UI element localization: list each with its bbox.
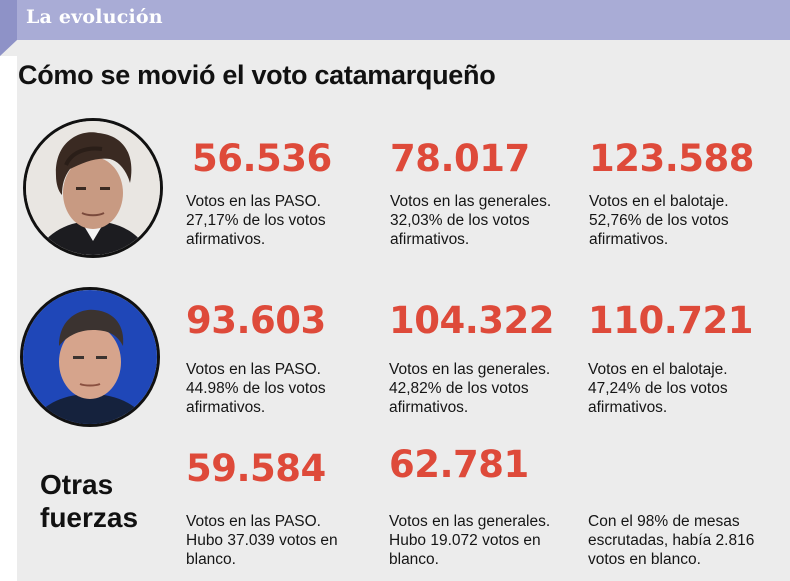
- content-panel: [17, 34, 790, 581]
- row-2-paso-desc: Votos en las PASO. 44.98% de los votos afi…: [186, 361, 326, 416]
- row-3-paso-desc: Votos en las PASO. Hubo 37.039 votos en bl…: [186, 513, 338, 568]
- row-1-generales-desc: Votos en las generales. 32,03% de los vot…: [390, 193, 552, 248]
- row-1-generales-value: 78.017: [390, 137, 530, 180]
- row-1-balotaje-desc: Votos en el balotaje. 52,76% de los votos…: [589, 193, 729, 248]
- header-tab-decoration: [0, 0, 17, 56]
- section-label: La evolución: [26, 6, 163, 28]
- row-3-blank-votes-desc: Con el 98% de mesas escrutadas, había 2.8…: [588, 513, 755, 568]
- row-1-paso-desc: Votos en las PASO. 27,17% de los votos afi…: [186, 193, 326, 248]
- row-3-paso-value: 59.584: [186, 447, 326, 490]
- candidate-1-photo: [23, 118, 163, 258]
- row-1-paso-value: 56.536: [192, 137, 332, 180]
- row-2-generales-desc: Votos en las generales. 42,82% de los vot…: [389, 361, 551, 416]
- row-1-balotaje-value: 123.588: [589, 137, 755, 180]
- row-2-generales-value: 104.322: [389, 299, 555, 342]
- candidate-2-photo: [20, 287, 160, 427]
- row-2-balotaje-value: 110.721: [588, 299, 754, 342]
- section-header: [0, 0, 790, 40]
- row-3-generales-value: 62.781: [389, 443, 529, 486]
- page-title: Cómo se movió el voto catamarqueño: [18, 60, 496, 90]
- row-3-generales-desc: Votos en las generales. Hubo 19.072 votos…: [389, 513, 551, 568]
- row-2-paso-value: 93.603: [186, 299, 326, 342]
- row-2-balotaje-desc: Votos en el balotaje. 47,24% de los votos…: [588, 361, 728, 416]
- otras-fuerzas-label: Otras fuerzas: [40, 469, 139, 533]
